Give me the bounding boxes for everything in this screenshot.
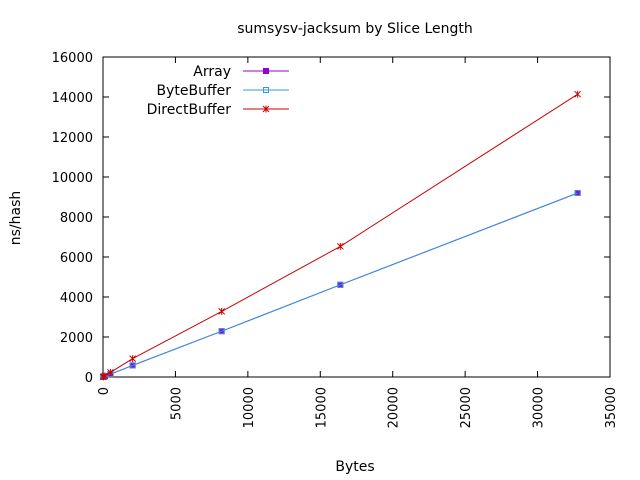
y-tick-label: 2000 bbox=[60, 331, 93, 346]
legend-label: Array bbox=[193, 64, 231, 80]
x-tick-label: 35000 bbox=[604, 387, 619, 428]
legend-item-bytebuffer: ByteBuffer bbox=[157, 83, 289, 99]
tick-layer: 0 2000 4000 6000 8000 10000 12000 14000 16000 0 50… bbox=[52, 51, 619, 428]
x-tick-label: 0 bbox=[97, 387, 112, 395]
y-tick-label: 6000 bbox=[60, 251, 93, 266]
y-tick-label: 10000 bbox=[52, 171, 93, 186]
series-line bbox=[102, 192, 578, 378]
series-layer bbox=[99, 90, 582, 381]
data-point bbox=[263, 68, 269, 74]
legend-label: DirectBuffer bbox=[147, 102, 232, 118]
legend-item-array: Array bbox=[193, 64, 289, 80]
y-tick-label: 8000 bbox=[60, 211, 93, 226]
legend: Array ByteBuffer DirectBuffer bbox=[147, 64, 289, 118]
data-point bbox=[101, 372, 109, 380]
series-directbuffer bbox=[99, 90, 582, 381]
x-tick-label: 20000 bbox=[387, 387, 402, 428]
data-point bbox=[262, 105, 270, 113]
data-point bbox=[263, 87, 269, 93]
data-point bbox=[129, 355, 137, 363]
series-line bbox=[102, 93, 578, 378]
y-tick-label: 16000 bbox=[52, 51, 93, 66]
y-axis-label: ns/hash bbox=[8, 191, 24, 246]
y-tick-label: 0 bbox=[85, 371, 93, 386]
legend-label: ByteBuffer bbox=[157, 83, 232, 99]
data-point bbox=[336, 242, 344, 250]
data-point bbox=[107, 368, 114, 376]
y-tick-label: 14000 bbox=[52, 91, 93, 106]
x-tick-label: 30000 bbox=[532, 387, 547, 428]
y-tick-label: 12000 bbox=[52, 131, 93, 146]
x-tick-label: 15000 bbox=[314, 387, 329, 428]
plot-frame bbox=[102, 56, 611, 378]
x-tick-label: 25000 bbox=[459, 387, 474, 428]
x-tick-label: 10000 bbox=[242, 387, 257, 428]
data-point bbox=[574, 190, 581, 196]
series-bytebuffer bbox=[100, 190, 581, 380]
data-point bbox=[129, 362, 136, 369]
data-point bbox=[337, 281, 344, 288]
chart-title: sumsysv-jacksum by Slice Length bbox=[237, 21, 473, 37]
data-point bbox=[218, 328, 225, 335]
legend-item-directbuffer: DirectBuffer bbox=[147, 102, 289, 118]
x-tick-label: 5000 bbox=[169, 387, 184, 420]
data-point bbox=[218, 307, 226, 315]
data-point bbox=[574, 90, 582, 98]
x-axis-label: Bytes bbox=[335, 459, 374, 475]
y-tick-label: 4000 bbox=[60, 291, 93, 306]
